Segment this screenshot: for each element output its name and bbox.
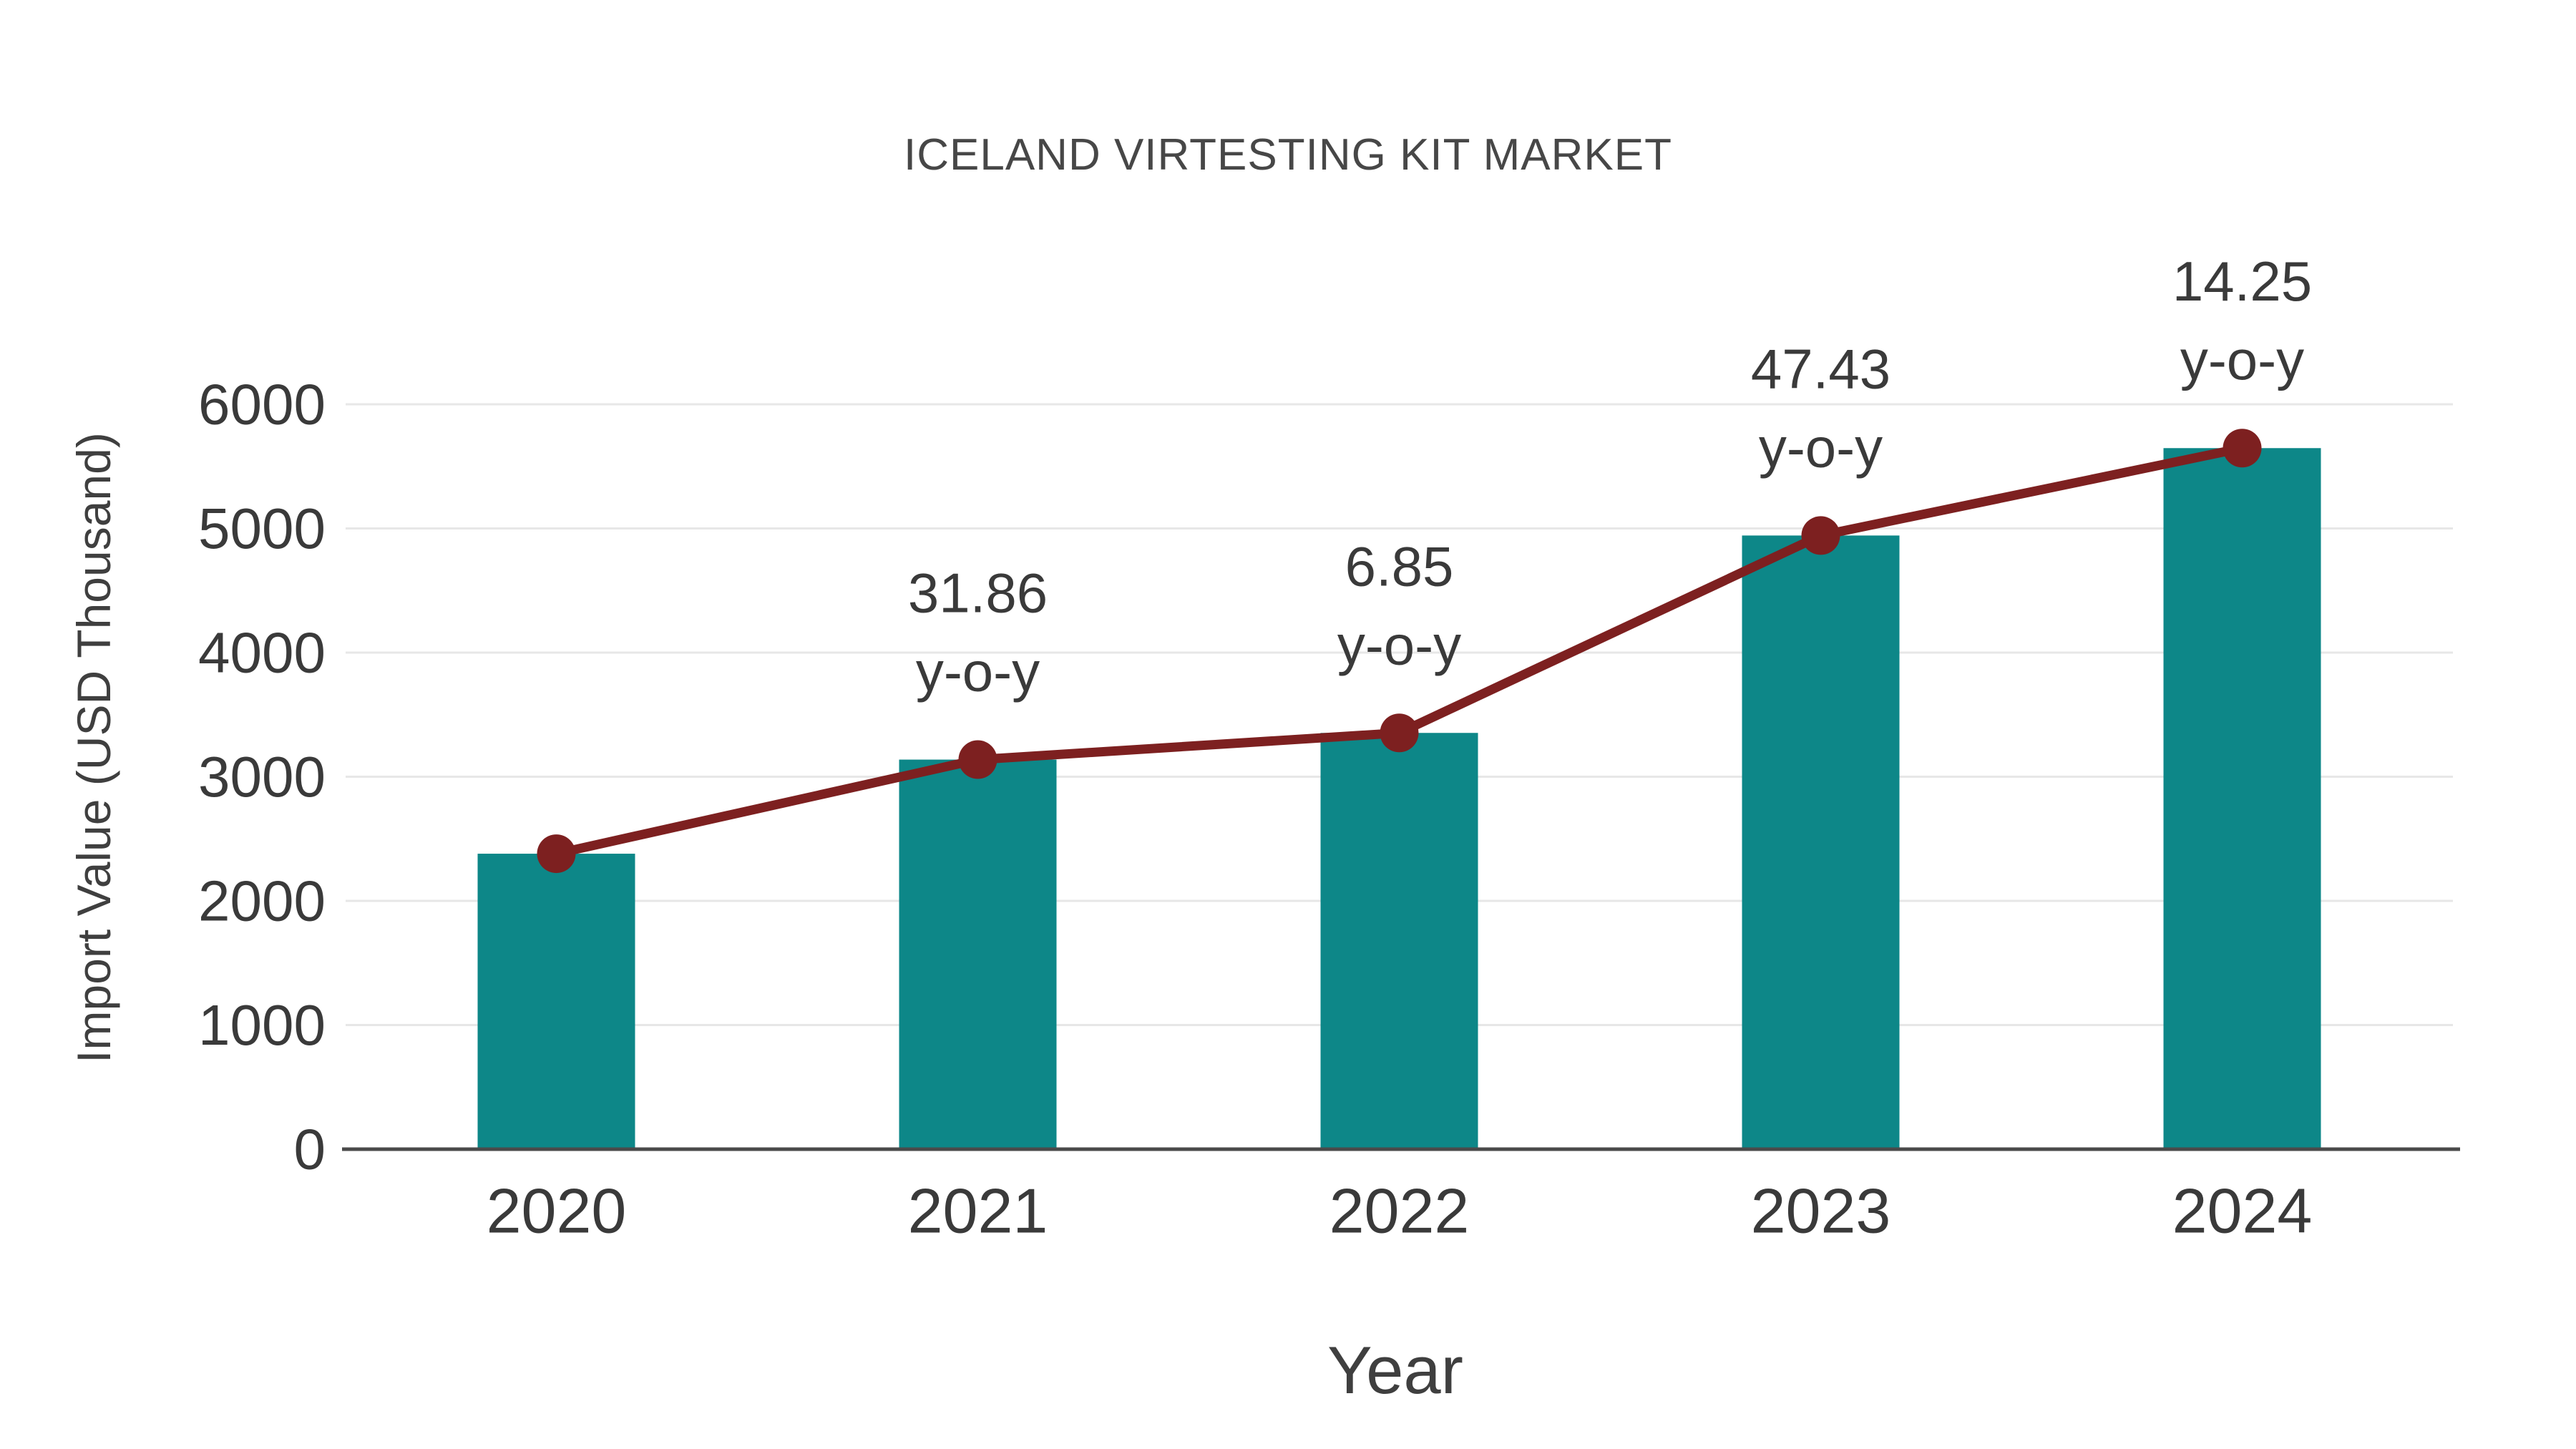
annotation-2024-value: 14.25 — [2172, 250, 2312, 313]
bar-2020 — [477, 854, 635, 1149]
marker-2021 — [958, 740, 997, 779]
x-tick-labels: 2020 2021 2022 2023 2024 — [487, 1176, 2313, 1246]
y-tick-label-2000: 2000 — [198, 869, 326, 933]
y-tick-label-5000: 5000 — [198, 497, 326, 560]
bar-series — [477, 448, 2321, 1149]
x-tick-label-2024: 2024 — [2172, 1176, 2313, 1246]
x-axis-title: Year — [1327, 1332, 1463, 1407]
x-tick-label-2023: 2023 — [1751, 1176, 1891, 1246]
annotation-2023-value: 47.43 — [1751, 337, 1890, 400]
y-tick-labels: 0 1000 2000 3000 4000 5000 6000 — [198, 373, 326, 1181]
bar-2021 — [899, 759, 1057, 1149]
annotation-2022-value: 6.85 — [1345, 535, 1454, 597]
marker-2024 — [2223, 429, 2262, 468]
y-tick-label-6000: 6000 — [198, 373, 326, 436]
marker-2023 — [1801, 516, 1840, 555]
y-tick-label-1000: 1000 — [198, 993, 326, 1057]
y-tick-label-4000: 4000 — [198, 621, 326, 685]
line-markers — [537, 429, 2262, 874]
x-tick-label-2020: 2020 — [487, 1176, 627, 1246]
marker-2020 — [537, 834, 576, 874]
bar-2023 — [1742, 535, 1900, 1149]
x-tick-label-2022: 2022 — [1330, 1176, 1470, 1246]
annotation-2024-suffix: y-o-y — [2180, 328, 2304, 391]
annotation-2021-suffix: y-o-y — [916, 640, 1040, 703]
annotations: 31.86 y-o-y 6.85 y-o-y 47.43 y-o-y 14.25 y-o-y — [908, 250, 2312, 703]
bar-2022 — [1320, 733, 1478, 1149]
annotation-2022-suffix: y-o-y — [1337, 613, 1461, 676]
y-tick-label-0: 0 — [294, 1118, 326, 1181]
marker-2022 — [1380, 713, 1419, 753]
annotation-2023-suffix: y-o-y — [1759, 416, 1883, 479]
annotation-2021-value: 31.86 — [908, 562, 1048, 625]
x-tick-label-2021: 2021 — [908, 1176, 1048, 1246]
chart-title: ICELAND VIRTESTING KIT MARKET — [903, 130, 1672, 180]
y-tick-label-3000: 3000 — [198, 745, 326, 809]
bar-2024 — [2163, 448, 2321, 1149]
